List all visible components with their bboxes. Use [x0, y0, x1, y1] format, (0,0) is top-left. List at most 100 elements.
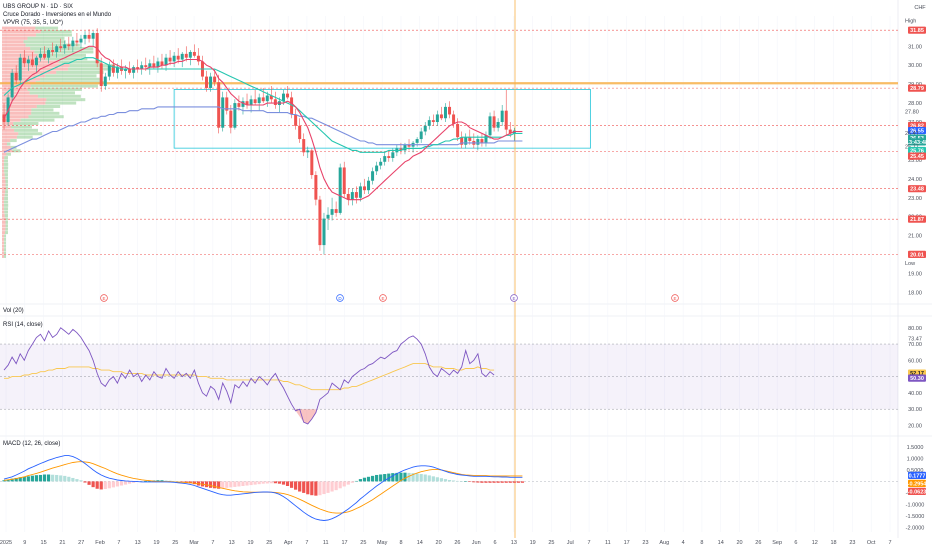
time-axis[interactable]: 2025 9 15 21 27 Feb 7 13 19 25 Mar 7 13 19 25 Apr 7 11 17 2… — [0, 540, 892, 546]
vprofile-bar-up — [6, 152, 11, 156]
macd-tick-label: -1.0000 — [906, 502, 925, 508]
macd-hist-bar — [265, 481, 269, 484]
symbol-legend[interactable]: UBS GROUP N · 1D · SIX Cruce Dorado - In… — [3, 3, 111, 27]
time-tick-label: 26 — [755, 540, 761, 546]
vprofile-bar-down — [2, 108, 32, 112]
time-tick-label: 11 — [323, 540, 329, 546]
time-tick-label: 26 — [454, 540, 460, 546]
candle-body — [281, 93, 285, 102]
candle-body — [103, 76, 107, 87]
candle-body — [168, 57, 172, 62]
candle-body — [488, 116, 492, 136]
candle-body — [431, 120, 435, 123]
macd-hist-bar — [447, 480, 452, 482]
candle-body — [144, 65, 148, 68]
vprofile-bar-up — [4, 207, 9, 211]
vprofile-bar-down — [2, 173, 5, 177]
candle-body — [26, 59, 30, 64]
macd-hist-bar — [91, 481, 95, 488]
macd-hist-bar — [75, 479, 79, 482]
vprofile-bar-down — [2, 40, 24, 44]
candle-body — [367, 180, 371, 191]
vprofile-bar-down — [2, 87, 28, 91]
macd-hist-bar — [496, 481, 500, 483]
vprofile-bar-up — [13, 122, 39, 126]
macd-hist-bar — [480, 481, 484, 483]
candle-body — [298, 125, 302, 140]
macd-hist-bar — [123, 481, 128, 485]
macd-hist-bar — [298, 481, 302, 492]
vprofile-bar-down — [2, 122, 14, 126]
candle-body — [196, 55, 200, 62]
rsi-legend[interactable]: RSI (14, close) — [3, 322, 43, 328]
macd-hist-bar — [306, 481, 310, 495]
candle-body — [75, 40, 79, 43]
candle-body — [399, 148, 403, 151]
candle-body — [464, 137, 468, 145]
macd-hist-bar — [334, 481, 338, 491]
vprofile-bar-up — [4, 214, 8, 218]
vprofile-bar-down — [2, 142, 8, 146]
vprofile-bar-up — [36, 104, 61, 108]
time-tick-label: 17 — [341, 540, 347, 546]
macd-hist-bar — [383, 474, 387, 482]
macd-pane[interactable] — [0, 455, 898, 521]
vprofile-bar-down — [2, 244, 4, 248]
vprofile-bar-down — [2, 60, 59, 64]
macd-hist-bar — [431, 476, 435, 482]
macd-hist-bar — [281, 481, 286, 485]
time-tick-label: 7 — [888, 540, 891, 546]
time-tick-label: Jun — [472, 540, 481, 546]
macd-hist-bar — [208, 481, 213, 488]
macd-hist-bar — [346, 481, 350, 485]
candle-body — [221, 97, 225, 128]
candle-body — [38, 53, 42, 58]
vprofile-bar-up — [4, 193, 8, 197]
vprofile-bar-up — [69, 64, 115, 68]
vprofile-bar-up — [35, 26, 59, 30]
macd-tag-label: -0.0623 — [908, 489, 927, 495]
macd-hist-bar — [184, 481, 188, 483]
vprofile-bar-up — [37, 53, 86, 57]
macd-hist-bar — [46, 474, 51, 482]
vprofile-bar-down — [2, 64, 70, 68]
candle-body — [375, 165, 379, 172]
vprofile-bar-up — [31, 111, 60, 115]
macd-hist-bar — [423, 474, 427, 482]
time-tick-label: 17 — [624, 540, 630, 546]
candle-body — [419, 131, 423, 140]
vol-legend[interactable]: Vol (20) — [3, 308, 24, 314]
rsi-tick-label: 80.00 — [908, 326, 922, 332]
macd-hist-bar — [285, 481, 290, 486]
macd-legend[interactable]: MACD (12, 26, close) — [3, 441, 61, 447]
candle-body — [47, 50, 51, 58]
vprofile-bar-up — [40, 30, 72, 34]
vprofile-bar-up — [58, 60, 102, 64]
vprofile-bar-down — [2, 132, 19, 136]
macd-hist-bar — [273, 481, 277, 484]
rsi-pane[interactable] — [0, 327, 898, 425]
range-box[interactable] — [173, 89, 591, 149]
macd-hist-bar — [79, 480, 83, 482]
vprofile-bar-up — [27, 36, 65, 40]
candle-body — [415, 139, 419, 143]
macd-hist-bar — [42, 474, 47, 482]
price-axis[interactable]: 31.8531.0030.0029.0028.0027.0026.0025.00… — [906, 28, 925, 531]
macd-hist-bar — [2, 480, 6, 482]
time-tick-label: 27 — [78, 540, 84, 546]
vprofile-bar-down — [2, 237, 4, 241]
event-marker — [100, 294, 108, 302]
candle-body — [403, 144, 407, 151]
macd-hist-bar — [156, 480, 160, 482]
time-tick-label: 6 — [794, 540, 797, 546]
vprofile-bar-up — [40, 77, 103, 81]
candle-body — [148, 63, 152, 68]
macd-tag-box — [908, 487, 926, 495]
macd-hist-bar — [204, 481, 209, 488]
macd-hist-bar — [6, 479, 10, 482]
price-tag-box — [908, 152, 926, 160]
vprofile-bar-down — [2, 183, 6, 187]
